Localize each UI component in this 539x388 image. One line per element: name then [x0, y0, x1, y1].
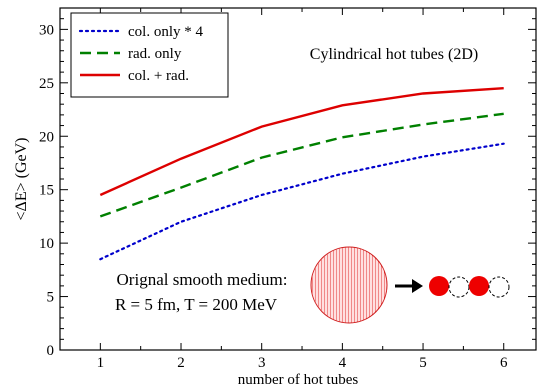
smooth-medium-disk: [310, 246, 388, 324]
inset: Orignal smooth medium: R = 5 fm, T = 200…: [115, 246, 510, 324]
arrow-icon: [395, 279, 423, 293]
y-tick-label: 15: [39, 183, 54, 199]
y-axis-ticks: 0 5 10 15 20 25 30: [39, 18, 536, 359]
series-line-3: [99, 87, 504, 197]
x-tick-label: 6: [500, 355, 508, 371]
series-line-1: [99, 142, 505, 261]
hot-tube-2: [469, 276, 489, 296]
y-tick-label: 0: [47, 343, 55, 359]
x-tick-label: 4: [339, 355, 347, 371]
empty-tube-2: [488, 276, 510, 298]
y-tick-label: 5: [47, 290, 55, 306]
x-axis-ticks: 1 2 3 4 5 6: [97, 8, 508, 371]
x-tick-label: 3: [258, 355, 266, 371]
y-tick-label: 10: [39, 236, 54, 252]
legend-items: col. only * 4 rad. only col. + rad.: [78, 24, 203, 84]
legend-label-3: col. + rad.: [128, 68, 189, 84]
x-tick-label: 2: [177, 355, 185, 371]
legend-label-1: col. only * 4: [128, 24, 203, 40]
x-axis-label: number of hot tubes: [238, 372, 359, 388]
x-tick-label: 1: [97, 355, 105, 371]
series-layer: [99, 87, 505, 261]
chart-annotation: Cylindrical hot tubes (2D): [310, 46, 478, 63]
inset-text-line2: R = 5 fm, T = 200 MeV: [115, 295, 278, 314]
y-axis-label: <ΔE> (GeV): [13, 138, 30, 221]
y-tick-label: 20: [39, 129, 54, 145]
legend-label-2: rad. only: [128, 46, 182, 62]
y-tick-label: 25: [39, 76, 54, 92]
legend-box: [70, 12, 229, 98]
series-line-2: [99, 112, 504, 218]
inset-text-line1: Orignal smooth medium:: [117, 270, 288, 289]
empty-tube-1: [448, 276, 470, 298]
legend: col. only * 4 rad. only col. + rad.: [70, 12, 229, 98]
y-tick-label: 30: [39, 22, 54, 38]
hot-tube-1: [429, 276, 449, 296]
x-tick-label: 5: [419, 355, 427, 371]
